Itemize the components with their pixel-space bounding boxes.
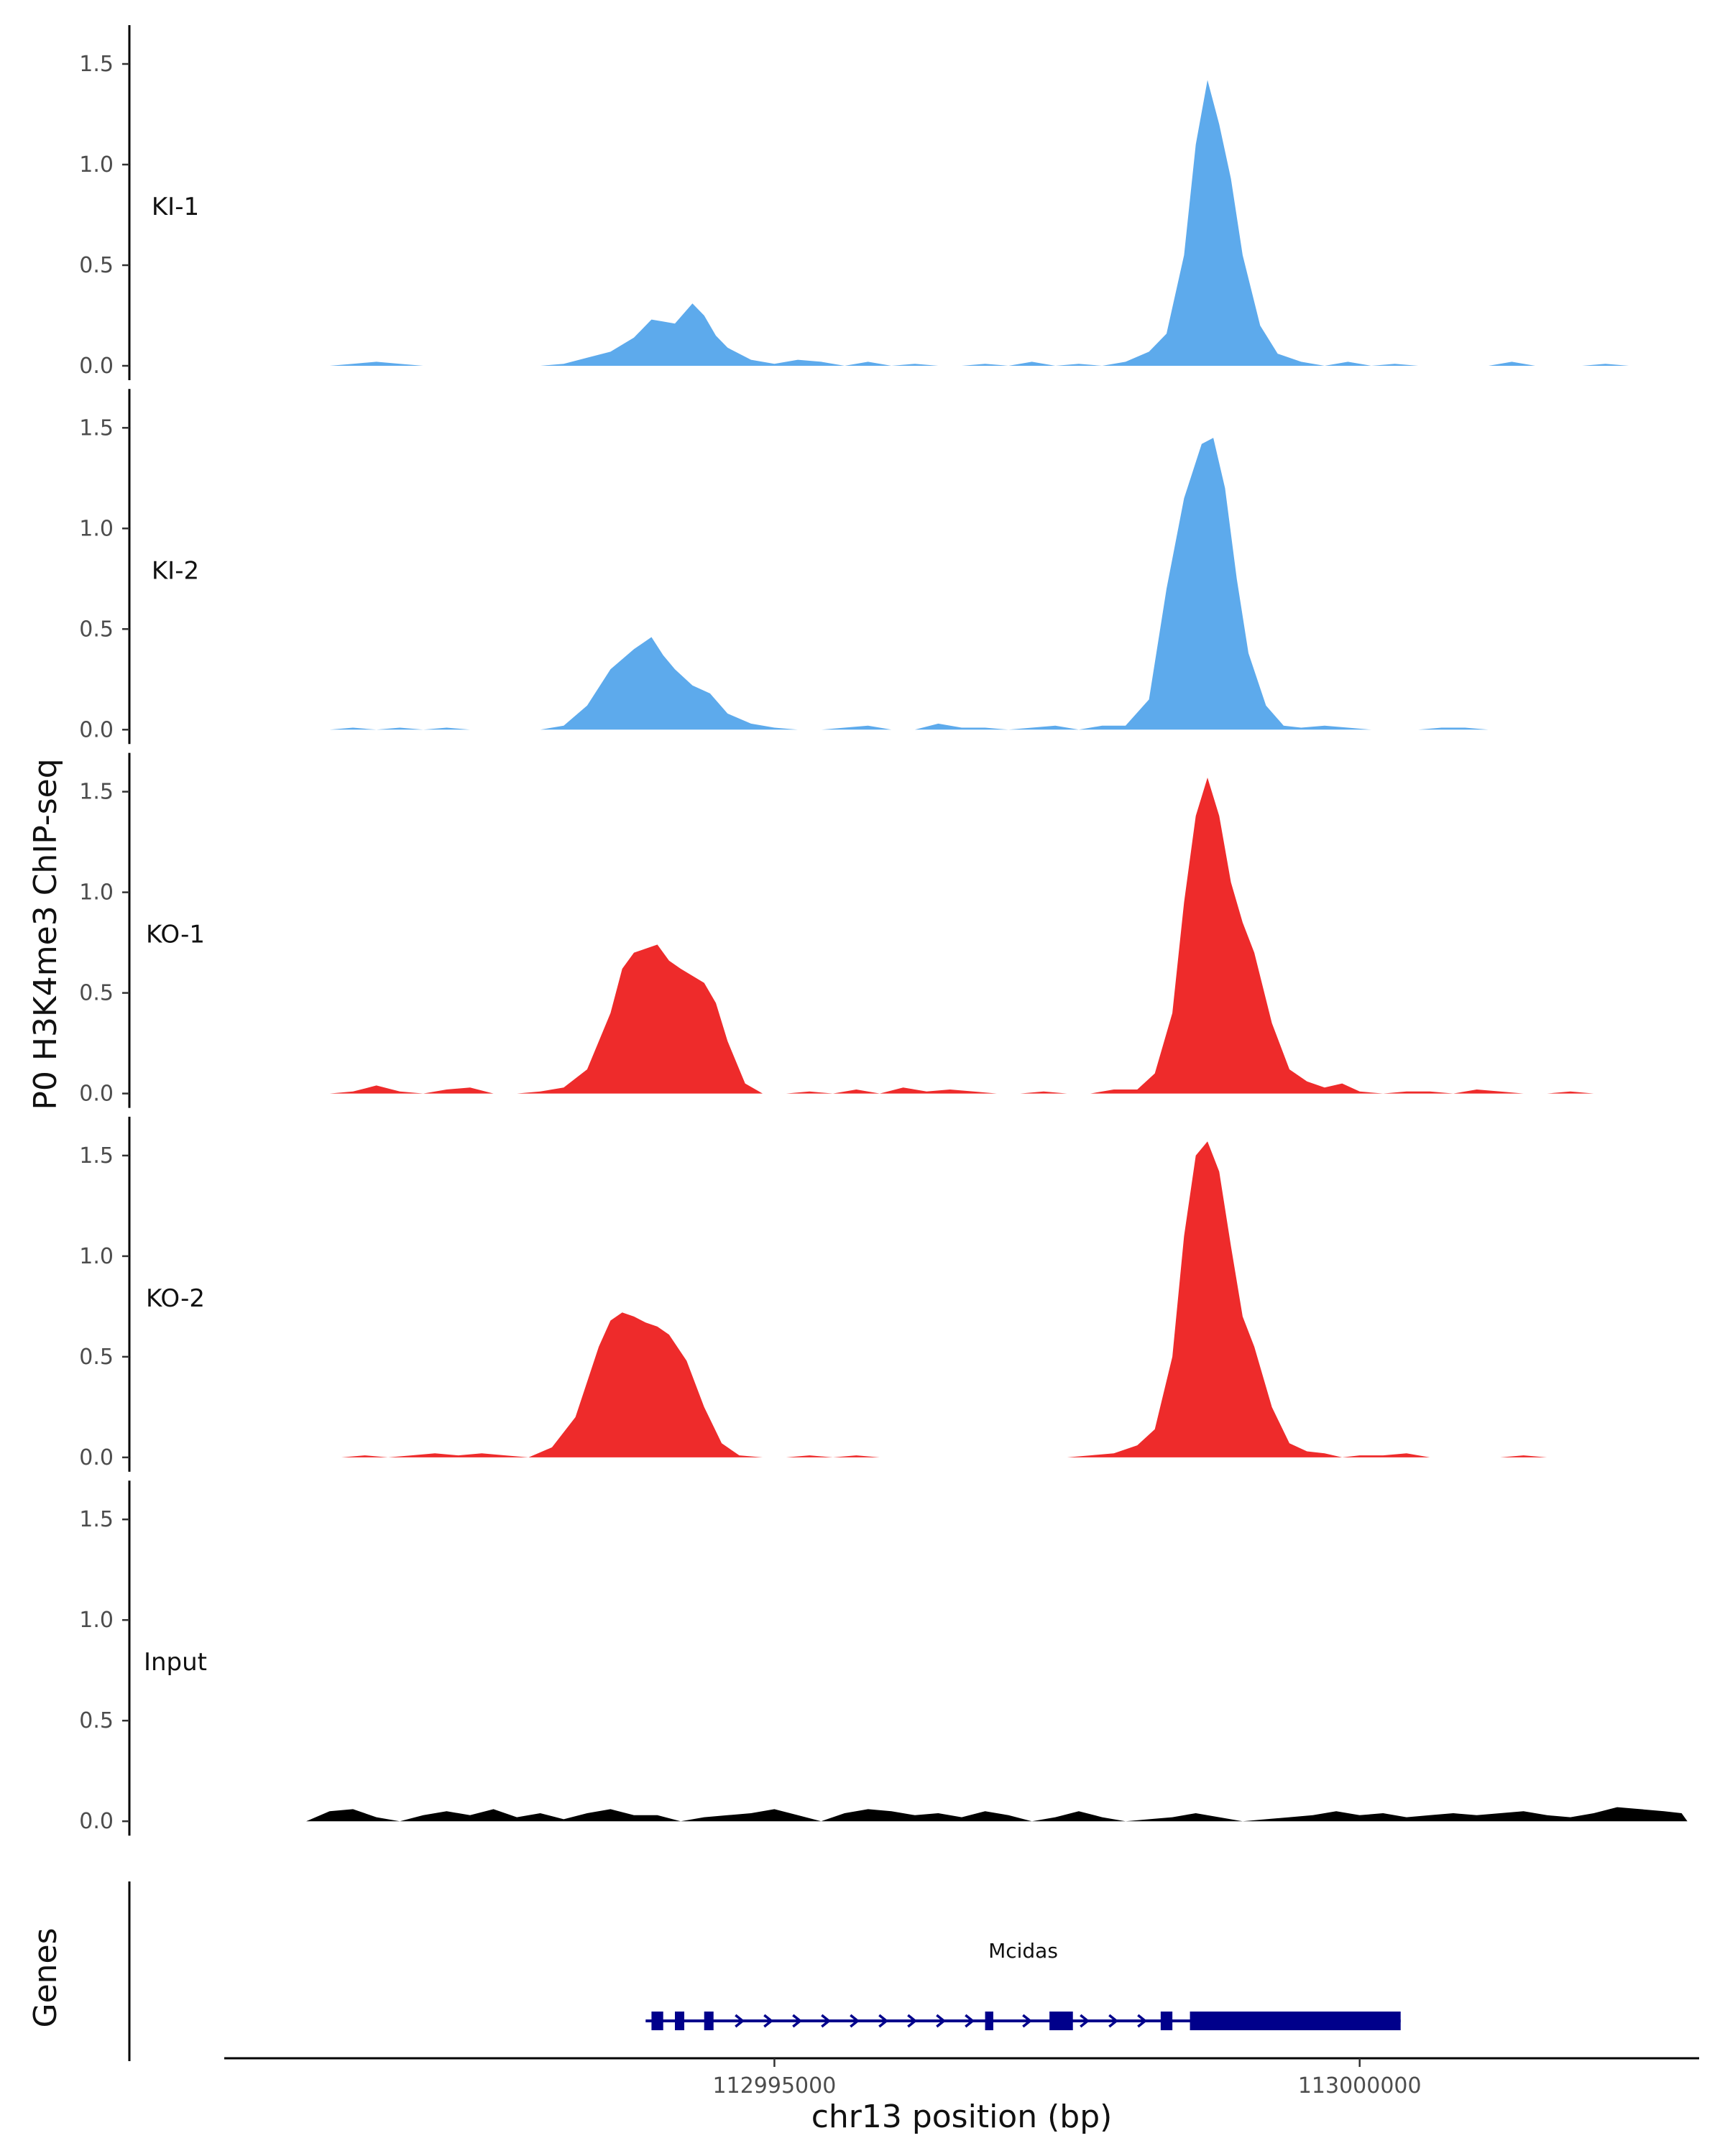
signal-area-input: [306, 1807, 1688, 1822]
strand-chevron: [1022, 2014, 1033, 2028]
strand-chevron: [1080, 2014, 1090, 2028]
track-ko-1: 0.0 0.5 1.0 1.5 KO-1: [79, 752, 1618, 1108]
y-tick-label: 1.5: [79, 1507, 114, 1532]
y-axis-title: P0 H3K4me3 ChIP-seq: [27, 758, 64, 1110]
signal-area-ki-2: [329, 438, 1629, 730]
y-tick-label: 0.0: [79, 1809, 114, 1834]
signal-area-ko-1: [329, 778, 1618, 1094]
y-tick-label: 1.5: [79, 780, 114, 805]
y-tick-label: 0.0: [79, 354, 114, 379]
gene-label: Mcidas: [988, 1939, 1058, 1963]
strand-chevron: [907, 2014, 918, 2028]
track-label-input: Input: [144, 1648, 207, 1677]
y-tick-label: 0.0: [79, 1082, 114, 1107]
strand-chevron: [965, 2014, 975, 2028]
y-tick-label: 1.5: [79, 415, 114, 441]
track-label-ki-1: KI-1: [152, 193, 199, 221]
x-tick-label: 113000000: [1298, 2073, 1422, 2099]
track-label-ko-2: KO-2: [146, 1284, 205, 1313]
y-tick-label: 0.5: [79, 1708, 114, 1733]
y-tick-label: 0.0: [79, 1445, 114, 1470]
gene-model-mcidas: Mcidas: [645, 1939, 1401, 2030]
strand-chevron: [735, 2014, 745, 2028]
x-axis-title: chr13 position (bp): [811, 2099, 1113, 2135]
strand-chevron: [1137, 2014, 1148, 2028]
gene-exon: [1190, 2012, 1401, 2030]
genes-track-title: Genes: [27, 1927, 64, 2027]
gene-exon: [1160, 2012, 1173, 2030]
y-tick-label: 1.0: [79, 516, 114, 541]
signal-tracks: 0.0 0.5 1.0 1.5 KI-1 0.0 0.5 1.0 1.5 KI-2 0.0 0.5 1.…: [79, 25, 1688, 1836]
y-tick-label: 0.0: [79, 717, 114, 742]
y-tick-label: 1.0: [79, 1608, 114, 1633]
y-tick-label: 1.0: [79, 1244, 114, 1269]
track-label-ki-2: KI-2: [152, 556, 199, 585]
x-tick-label: 112995000: [713, 2073, 837, 2099]
y-tick-label: 0.5: [79, 981, 114, 1006]
y-tick-label: 0.5: [79, 1345, 114, 1370]
gene-exon: [704, 2012, 714, 2030]
signal-area-ko-2: [318, 1141, 1641, 1457]
gene-exon: [651, 2012, 663, 2030]
track-ki-1: 0.0 0.5 1.0 1.5 KI-1: [79, 25, 1652, 380]
track-ko-2: 0.0 0.5 1.0 1.5 KO-2: [79, 1116, 1641, 1472]
x-axis-ticks: 112995000 113000000: [713, 2058, 1422, 2099]
strand-chevron: [936, 2014, 947, 2028]
strand-chevron: [821, 2014, 832, 2028]
track-input: 0.0 0.5 1.0 1.5 Input: [79, 1480, 1688, 1836]
gene-exon: [675, 2012, 685, 2030]
strand-chevron: [1108, 2014, 1119, 2028]
signal-area-ki-1: [329, 80, 1652, 367]
track-label-ko-1: KO-1: [146, 921, 205, 949]
y-tick-label: 1.5: [79, 1143, 114, 1169]
genes-track: Mcidas: [128, 1881, 1401, 2061]
y-tick-label: 1.0: [79, 152, 114, 178]
strand-chevron: [763, 2014, 774, 2028]
strand-chevron: [878, 2014, 889, 2028]
strand-chevron: [850, 2014, 860, 2028]
y-tick-label: 1.5: [79, 52, 114, 77]
track-ki-2: 0.0 0.5 1.0 1.5 KI-2: [79, 389, 1629, 745]
y-tick-label: 0.5: [79, 253, 114, 278]
gene-exon: [985, 2012, 993, 2030]
y-tick-label: 0.5: [79, 617, 114, 642]
y-tick-label: 1.0: [79, 880, 114, 906]
gene-exon: [1049, 2012, 1073, 2030]
strand-chevron: [792, 2014, 803, 2028]
